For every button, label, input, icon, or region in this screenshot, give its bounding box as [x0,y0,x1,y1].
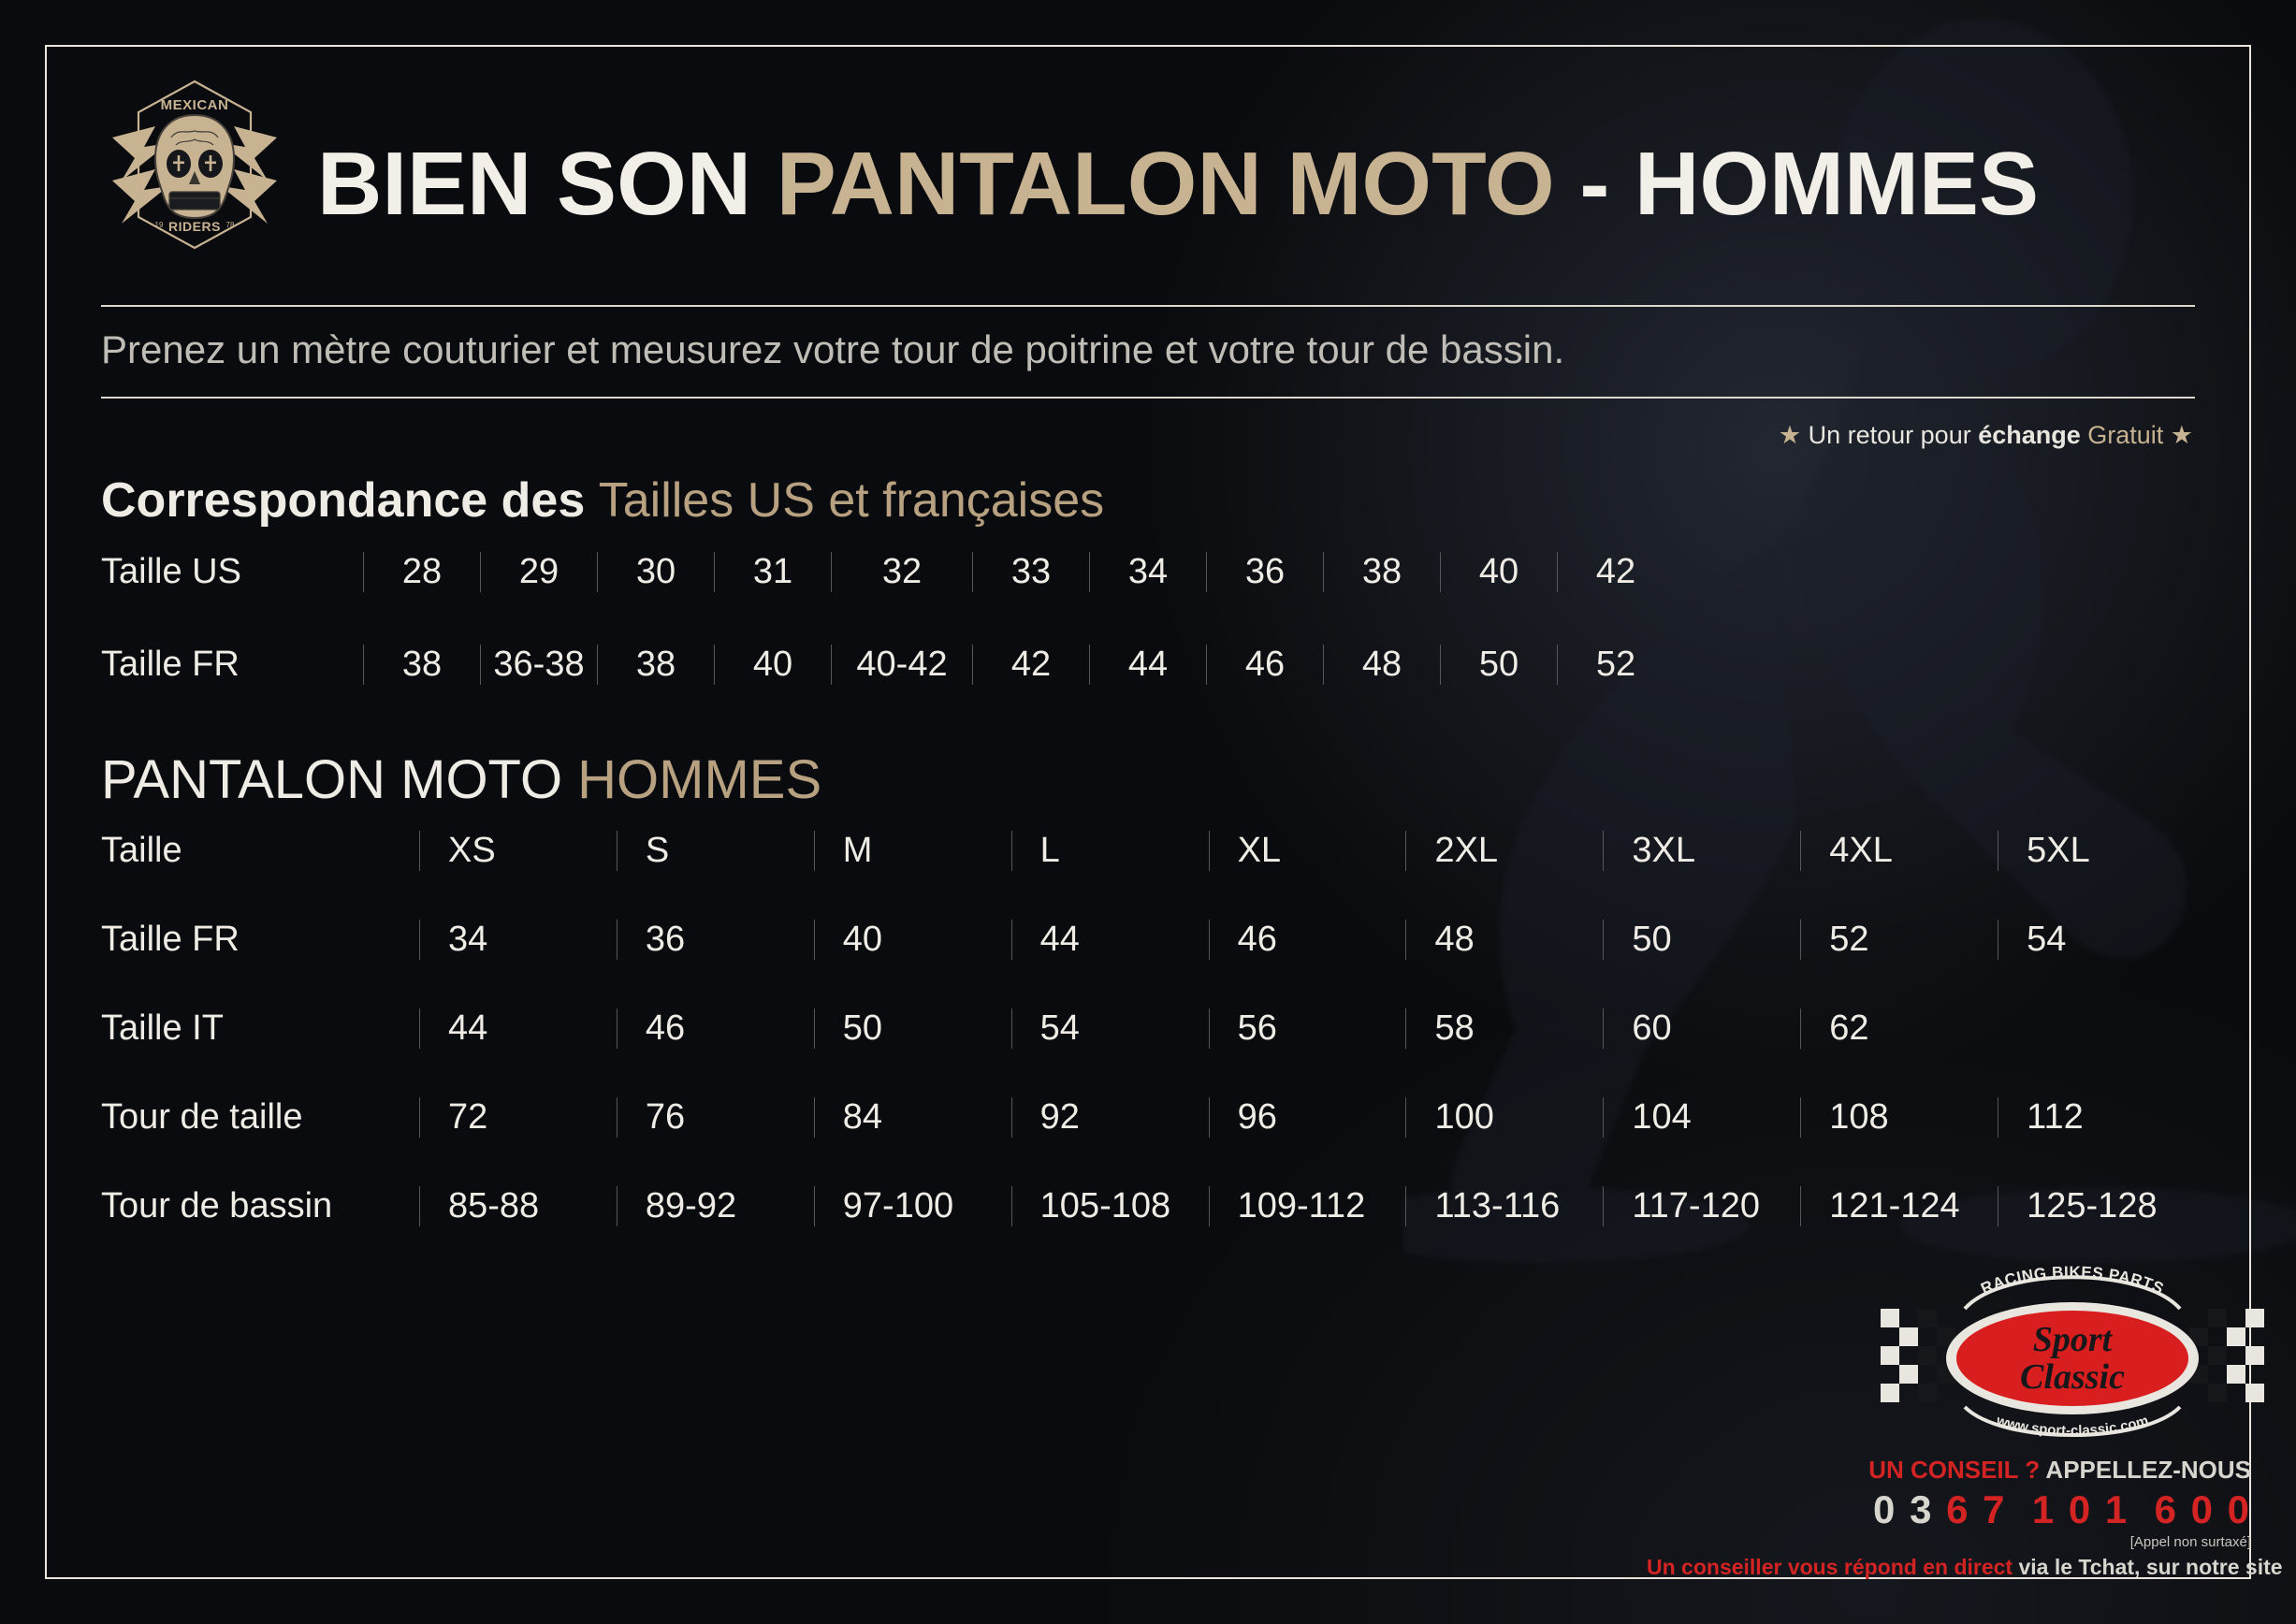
svg-text:RACING BIKES PARTS: RACING BIKES PARTS [1978,1263,2166,1298]
svg-text:78: 78 [226,221,235,229]
svg-text:Sport: Sport [2033,1320,2114,1359]
svg-text:RIDERS: RIDERS [168,219,221,234]
svg-text:MEXICAN: MEXICAN [161,97,229,113]
svg-text:19: 19 [155,221,164,229]
svg-text:www.sport-classic.com: www.sport-classic.com [1994,1413,2151,1439]
svg-text:Classic: Classic [2020,1357,2125,1397]
